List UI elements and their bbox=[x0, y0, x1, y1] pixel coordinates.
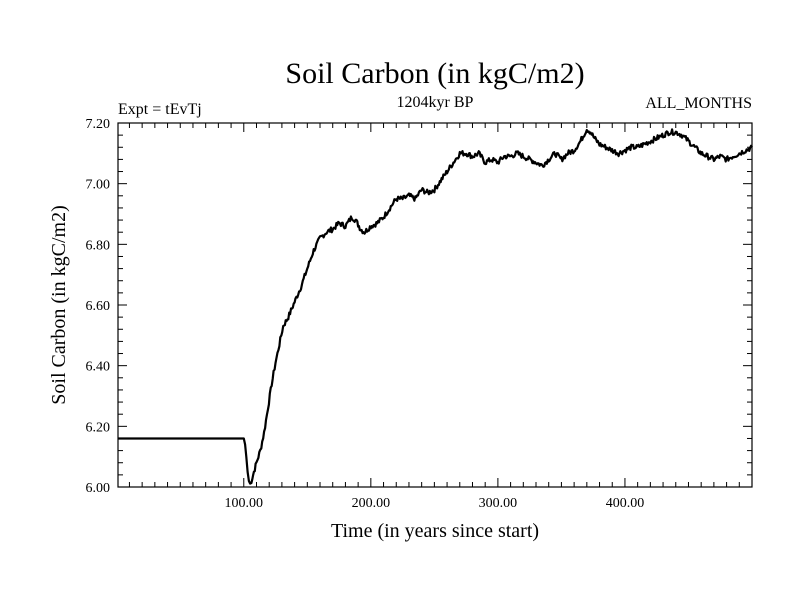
y-tick-label: 7.00 bbox=[86, 178, 111, 193]
y-tick-label: 6.60 bbox=[86, 299, 111, 314]
experiment-label: Expt = tEvTj bbox=[118, 101, 202, 118]
y-axis-label: Soil Carbon (in kgC/m2) bbox=[48, 205, 70, 404]
chart-title: Soil Carbon (in kgC/m2) bbox=[285, 57, 584, 90]
months-label: ALL_MONTHS bbox=[645, 95, 752, 112]
x-axis-label: Time (in years since start) bbox=[331, 520, 539, 542]
plot-area-frame bbox=[117, 122, 753, 488]
axis-ticks bbox=[118, 123, 752, 487]
x-tick-label: 100.00 bbox=[225, 496, 264, 511]
x-tick-label: 400.00 bbox=[606, 496, 645, 511]
x-tick-label: 300.00 bbox=[479, 496, 518, 511]
series-line-soil-carbon bbox=[117, 128, 753, 485]
y-tick-label: 6.00 bbox=[86, 481, 111, 496]
tick-labels: 100.00 200.00 300.00 400.00 6.00 6.20 6.40 6.60… bbox=[86, 117, 645, 511]
y-tick-label: 6.80 bbox=[86, 238, 111, 253]
chart-subtitle: 1204kyr BP bbox=[397, 94, 474, 111]
y-tick-label: 7.20 bbox=[86, 117, 111, 132]
y-tick-label: 6.40 bbox=[86, 360, 111, 375]
y-tick-label: 6.20 bbox=[86, 420, 111, 435]
x-tick-label: 200.00 bbox=[352, 496, 391, 511]
